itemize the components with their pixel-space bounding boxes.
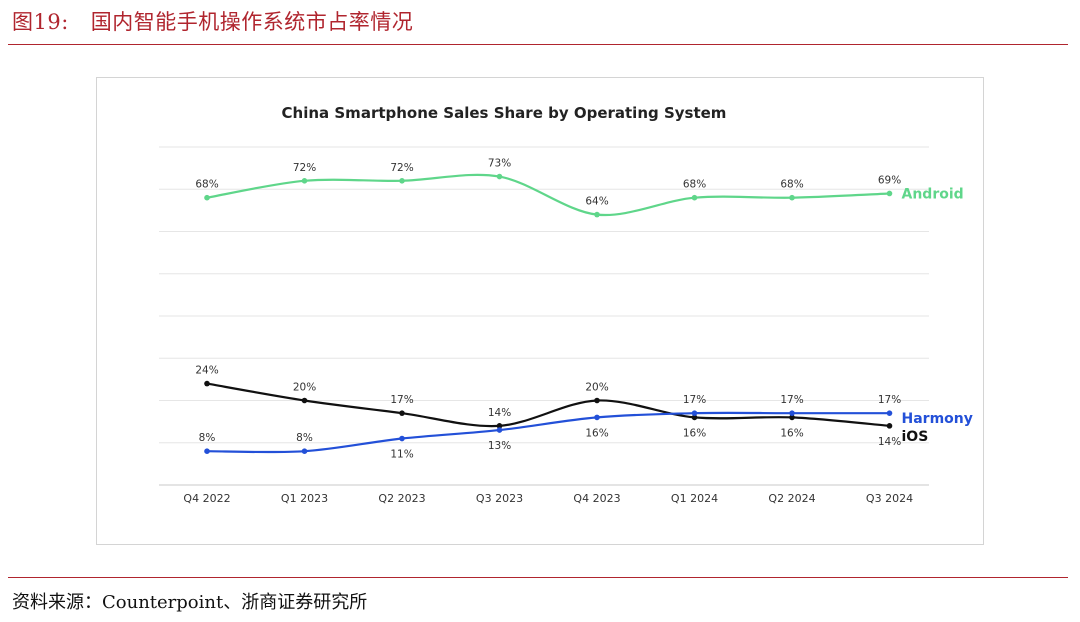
android-data-point — [399, 178, 405, 184]
ios-data-point — [789, 414, 795, 421]
ios-data-label: 16% — [780, 427, 803, 439]
chart: China Smartphone Sales Share by Operatin… — [159, 104, 973, 505]
android-data-point — [886, 190, 893, 197]
harmony-data-point — [496, 427, 503, 433]
android-data-label: 72% — [293, 162, 316, 174]
ios-series-line — [206, 382, 890, 428]
source-note: 资料来源：Counterpoint、浙商证券研究所 — [12, 592, 368, 613]
ios-data-point — [204, 380, 210, 387]
android-data-label: 69% — [878, 174, 901, 186]
harmony-data-point — [399, 435, 405, 442]
figure-header: 图19: 国内智能手机操作系统市占率情况 — [12, 6, 413, 36]
x-tick-label: Q1 2023 — [281, 492, 328, 505]
x-tick-label: Q2 2024 — [768, 492, 815, 505]
footer-rule — [8, 577, 1068, 578]
android-data-label: 68% — [780, 179, 803, 191]
ios-data-label: 14% — [488, 407, 511, 419]
ios-data-point — [594, 397, 600, 404]
android-data-point — [789, 194, 795, 201]
android-series-line — [206, 173, 890, 217]
harmony-data-label: 13% — [488, 440, 511, 452]
ios-data-label: 20% — [585, 382, 608, 394]
header-rule — [8, 44, 1068, 45]
x-tick-label: Q4 2022 — [183, 492, 230, 505]
ios-series-name: iOS — [902, 429, 929, 445]
android-data-label: 68% — [683, 179, 706, 191]
android-data-point — [594, 211, 600, 218]
x-tick-label: Q1 2024 — [671, 492, 718, 505]
android-data-label: 64% — [585, 196, 608, 208]
harmony-data-point — [789, 410, 795, 416]
ios-data-label: 24% — [195, 365, 218, 377]
harmony-data-label: 8% — [296, 432, 313, 444]
harmony-data-point — [886, 410, 893, 416]
harmony-data-label: 8% — [199, 432, 216, 444]
harmony-data-label: 11% — [390, 449, 413, 461]
android-data-label: 72% — [390, 162, 413, 174]
x-tick-label: Q3 2024 — [866, 492, 913, 505]
ios-data-point — [886, 423, 893, 429]
android-series-name: Android — [902, 186, 964, 202]
harmony-data-point — [301, 448, 308, 455]
figure-title: 国内智能手机操作系统市占率情况 — [90, 10, 414, 34]
harmony-series-name: Harmony — [902, 411, 973, 427]
x-tick-label: Q4 2023 — [573, 492, 620, 505]
android-data-point — [301, 178, 308, 184]
x-tick-label: Q2 2023 — [378, 492, 425, 505]
ios-data-point — [691, 414, 698, 421]
harmony-series-line — [206, 411, 890, 454]
chart-title: China Smartphone Sales Share by Operatin… — [282, 104, 727, 122]
harmony-data-label: 17% — [683, 394, 706, 406]
android-data-point — [496, 173, 503, 180]
ios-data-point — [399, 410, 405, 416]
harmony-data-label: 17% — [878, 394, 901, 406]
harmony-data-label: 16% — [585, 427, 608, 439]
harmony-data-point — [204, 448, 210, 455]
android-data-point — [691, 194, 698, 201]
ios-data-point — [496, 423, 503, 429]
figure-number: 图19: — [12, 10, 69, 34]
harmony-data-label: 17% — [780, 394, 803, 406]
ios-data-label: 17% — [390, 394, 413, 406]
android-data-point — [204, 194, 210, 201]
chart-panel: China Smartphone Sales Share by Operatin… — [96, 77, 984, 545]
harmony-data-point — [594, 414, 600, 421]
ios-data-label: 14% — [878, 436, 901, 448]
ios-data-label: 20% — [293, 382, 316, 394]
x-tick-label: Q3 2023 — [476, 492, 523, 505]
harmony-data-point — [691, 410, 698, 416]
ios-data-point — [301, 397, 308, 404]
ios-data-label: 16% — [683, 427, 706, 439]
android-data-label: 68% — [195, 179, 218, 191]
android-data-label: 73% — [488, 158, 511, 170]
